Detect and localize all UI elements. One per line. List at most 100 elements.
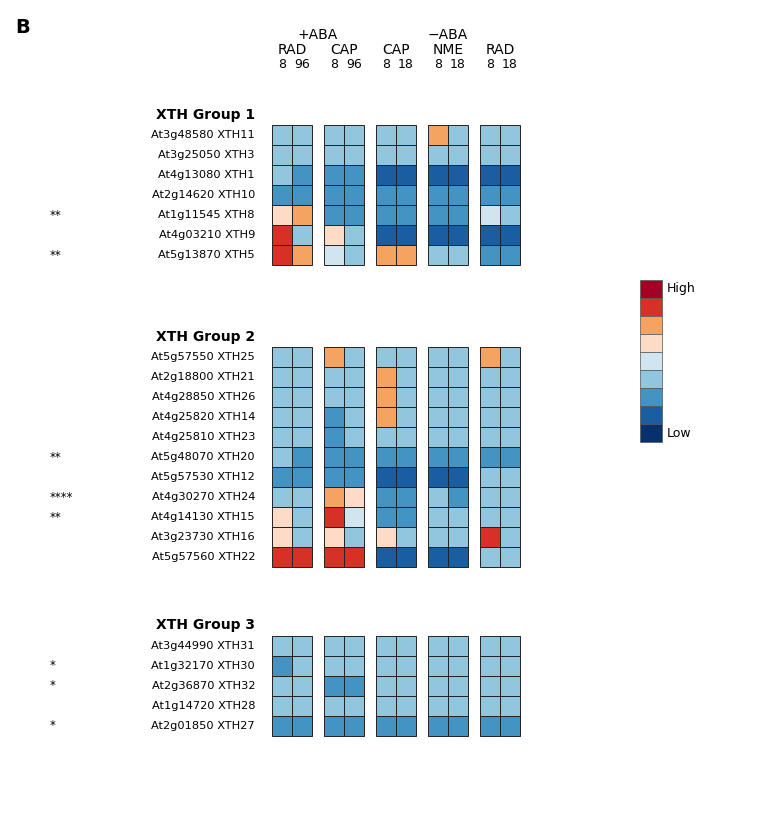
Bar: [640, 406, 662, 424]
Bar: [396, 407, 416, 427]
Bar: [428, 676, 448, 696]
Bar: [428, 447, 448, 467]
Bar: [292, 245, 312, 265]
Bar: [324, 547, 344, 567]
Bar: [324, 696, 344, 716]
Bar: [428, 427, 448, 447]
Bar: [640, 316, 662, 334]
Bar: [292, 716, 312, 736]
Bar: [344, 225, 364, 245]
Bar: [448, 407, 468, 427]
Bar: [344, 636, 364, 656]
Bar: [396, 527, 416, 547]
Bar: [640, 370, 662, 388]
Text: At3g48580 XTH11: At3g48580 XTH11: [151, 130, 255, 140]
Bar: [344, 407, 364, 427]
Bar: [272, 467, 292, 487]
Text: At1g11545 XTH8: At1g11545 XTH8: [159, 210, 255, 220]
Bar: [448, 145, 468, 165]
Bar: [480, 407, 500, 427]
Bar: [376, 245, 396, 265]
Bar: [396, 427, 416, 447]
Bar: [448, 656, 468, 676]
Bar: [448, 676, 468, 696]
Bar: [292, 387, 312, 407]
Bar: [272, 507, 292, 527]
Bar: [428, 125, 448, 145]
Text: −ABA: −ABA: [428, 28, 468, 42]
Bar: [376, 427, 396, 447]
Text: 8: 8: [330, 58, 338, 71]
Text: At5g57530 XTH12: At5g57530 XTH12: [151, 472, 255, 482]
Bar: [428, 716, 448, 736]
Bar: [344, 716, 364, 736]
Bar: [448, 165, 468, 185]
Bar: [480, 547, 500, 567]
Text: 18: 18: [450, 58, 466, 71]
Bar: [428, 347, 448, 367]
Text: At4g13080 XTH1: At4g13080 XTH1: [159, 170, 255, 180]
Bar: [344, 205, 364, 225]
Text: B: B: [15, 18, 30, 37]
Bar: [640, 424, 662, 442]
Bar: [480, 656, 500, 676]
Bar: [272, 165, 292, 185]
Bar: [640, 352, 662, 370]
Bar: [500, 387, 520, 407]
Bar: [396, 507, 416, 527]
Bar: [480, 165, 500, 185]
Bar: [500, 467, 520, 487]
Bar: [396, 447, 416, 467]
Bar: [480, 507, 500, 527]
Bar: [396, 165, 416, 185]
Bar: [448, 205, 468, 225]
Bar: [428, 696, 448, 716]
Bar: [500, 656, 520, 676]
Bar: [376, 507, 396, 527]
Text: RAD: RAD: [277, 43, 306, 57]
Bar: [500, 487, 520, 507]
Bar: [324, 205, 344, 225]
Bar: [500, 716, 520, 736]
Bar: [428, 507, 448, 527]
Text: At2g36870 XTH32: At2g36870 XTH32: [152, 681, 255, 691]
Bar: [480, 367, 500, 387]
Bar: [448, 716, 468, 736]
Bar: [376, 636, 396, 656]
Bar: [292, 656, 312, 676]
Text: **: **: [50, 248, 62, 261]
Bar: [344, 185, 364, 205]
Bar: [480, 527, 500, 547]
Bar: [480, 467, 500, 487]
Text: 8: 8: [434, 58, 442, 71]
Bar: [428, 467, 448, 487]
Bar: [500, 447, 520, 467]
Bar: [292, 125, 312, 145]
Text: **: **: [50, 450, 62, 463]
Bar: [272, 245, 292, 265]
Bar: [396, 205, 416, 225]
Bar: [428, 205, 448, 225]
Bar: [344, 696, 364, 716]
Bar: [292, 547, 312, 567]
Bar: [376, 656, 396, 676]
Bar: [376, 487, 396, 507]
Bar: [448, 447, 468, 467]
Text: At5g13870 XTH5: At5g13870 XTH5: [159, 250, 255, 260]
Bar: [396, 347, 416, 367]
Bar: [272, 367, 292, 387]
Bar: [396, 467, 416, 487]
Text: NME: NME: [433, 43, 464, 57]
Text: 8: 8: [486, 58, 494, 71]
Bar: [480, 676, 500, 696]
Bar: [448, 367, 468, 387]
Bar: [396, 185, 416, 205]
Bar: [376, 185, 396, 205]
Bar: [500, 407, 520, 427]
Bar: [500, 225, 520, 245]
Bar: [500, 347, 520, 367]
Bar: [292, 507, 312, 527]
Bar: [480, 427, 500, 447]
Bar: [292, 447, 312, 467]
Bar: [448, 347, 468, 367]
